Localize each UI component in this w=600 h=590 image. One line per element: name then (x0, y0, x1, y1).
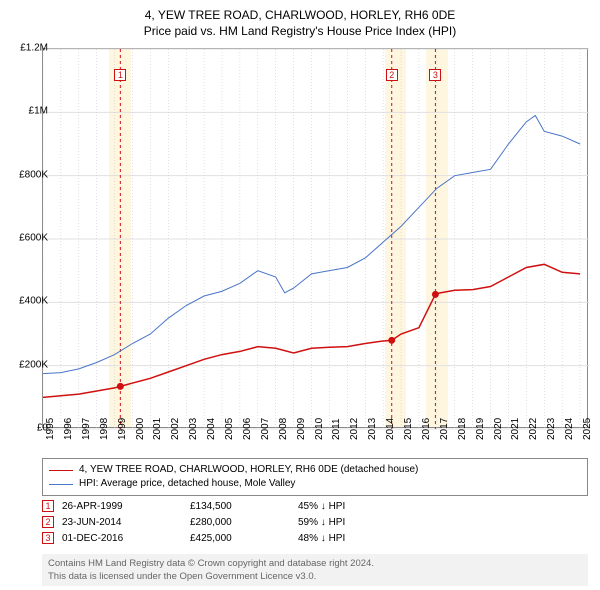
y-axis-tick-label: £800K (19, 169, 48, 180)
annotation-marker-icon: 3 (42, 532, 54, 544)
plot-area: 1 2 3 (42, 48, 588, 428)
annotation-pct: 59% ↓ HPI (298, 517, 418, 528)
y-axis-tick-label: £1.2M (20, 43, 48, 54)
x-axis-tick-label: 2008 (278, 418, 289, 440)
chart-svg (43, 49, 589, 429)
x-axis-tick-label: 2015 (403, 418, 414, 440)
x-axis-tick-label: 2010 (314, 418, 325, 440)
annotation-date: 23-JUN-2014 (62, 517, 182, 528)
x-axis-tick-label: 2005 (224, 418, 235, 440)
x-axis-tick-label: 2007 (260, 418, 271, 440)
annotation-price: £280,000 (190, 517, 290, 528)
y-axis-tick-label: £200K (19, 359, 48, 370)
x-axis-tick-label: 2001 (152, 418, 163, 440)
annotation-price: £425,000 (190, 533, 290, 544)
chart-marker-icon: 2 (386, 69, 398, 81)
annotation-row: 1 26-APR-1999 £134,500 45% ↓ HPI (42, 498, 588, 514)
x-axis-tick-label: 2011 (331, 418, 342, 440)
attribution-line1: Contains HM Land Registry data © Crown c… (48, 557, 582, 570)
annotation-marker-icon: 1 (42, 500, 54, 512)
x-axis-tick-label: 2009 (296, 418, 307, 440)
legend-item-property: 4, YEW TREE ROAD, CHARLWOOD, HORLEY, RH6… (49, 463, 581, 477)
annotation-price: £134,500 (190, 501, 290, 512)
x-axis-tick-label: 2024 (564, 418, 575, 440)
annotation-date: 26-APR-1999 (62, 501, 182, 512)
chart-marker-icon: 3 (429, 69, 441, 81)
x-axis-tick-label: 2019 (475, 418, 486, 440)
x-axis-tick-label: 1995 (45, 418, 56, 440)
x-axis-tick-label: 2020 (493, 418, 504, 440)
x-axis-tick-label: 2002 (170, 418, 181, 440)
attribution: Contains HM Land Registry data © Crown c… (42, 554, 588, 586)
annotation-row: 3 01-DEC-2016 £425,000 48% ↓ HPI (42, 530, 588, 546)
x-axis-tick-label: 2004 (206, 418, 217, 440)
x-axis-tick-label: 2023 (546, 418, 557, 440)
attribution-line2: This data is licensed under the Open Gov… (48, 570, 582, 583)
x-axis-tick-label: 2003 (188, 418, 199, 440)
annotation-marker-icon: 2 (42, 516, 54, 528)
y-axis-tick-label: £400K (19, 296, 48, 307)
x-axis-tick-label: 1996 (63, 418, 74, 440)
x-axis-tick-label: 2006 (242, 418, 253, 440)
annotation-date: 01-DEC-2016 (62, 533, 182, 544)
x-axis-tick-label: 2012 (349, 418, 360, 440)
x-axis-tick-label: 2018 (457, 418, 468, 440)
legend-swatch-icon (49, 484, 73, 485)
legend-label-property: 4, YEW TREE ROAD, CHARLWOOD, HORLEY, RH6… (79, 463, 418, 477)
annotation-pct: 48% ↓ HPI (298, 533, 418, 544)
chart-title-sub: Price paid vs. HM Land Registry's House … (0, 24, 600, 38)
legend-item-hpi: HPI: Average price, detached house, Mole… (49, 477, 581, 491)
chart-title-main: 4, YEW TREE ROAD, CHARLWOOD, HORLEY, RH6… (0, 8, 600, 22)
legend-swatch-icon (49, 470, 73, 471)
legend-label-hpi: HPI: Average price, detached house, Mole… (79, 477, 295, 491)
y-axis-tick-label: £1M (29, 106, 48, 117)
x-axis-tick-label: 1999 (117, 418, 128, 440)
x-axis-tick-label: 2000 (135, 418, 146, 440)
annotation-row: 2 23-JUN-2014 £280,000 59% ↓ HPI (42, 514, 588, 530)
legend: 4, YEW TREE ROAD, CHARLWOOD, HORLEY, RH6… (42, 458, 588, 496)
x-axis-tick-label: 2025 (582, 418, 593, 440)
y-axis-tick-label: £600K (19, 233, 48, 244)
x-axis-tick-label: 2013 (367, 418, 378, 440)
x-axis-tick-label: 2022 (528, 418, 539, 440)
x-axis-tick-label: 1998 (99, 418, 110, 440)
x-axis-tick-label: 1997 (81, 418, 92, 440)
x-axis-tick-label: 2021 (510, 418, 521, 440)
annotation-pct: 45% ↓ HPI (298, 501, 418, 512)
chart-marker-icon: 1 (114, 69, 126, 81)
chart-container: 4, YEW TREE ROAD, CHARLWOOD, HORLEY, RH6… (0, 0, 600, 590)
annotation-table: 1 26-APR-1999 £134,500 45% ↓ HPI 2 23-JU… (42, 498, 588, 546)
title-block: 4, YEW TREE ROAD, CHARLWOOD, HORLEY, RH6… (0, 0, 600, 38)
x-axis-tick-label: 2017 (439, 418, 450, 440)
x-axis-tick-label: 2016 (421, 418, 432, 440)
x-axis-tick-label: 2014 (385, 418, 396, 440)
